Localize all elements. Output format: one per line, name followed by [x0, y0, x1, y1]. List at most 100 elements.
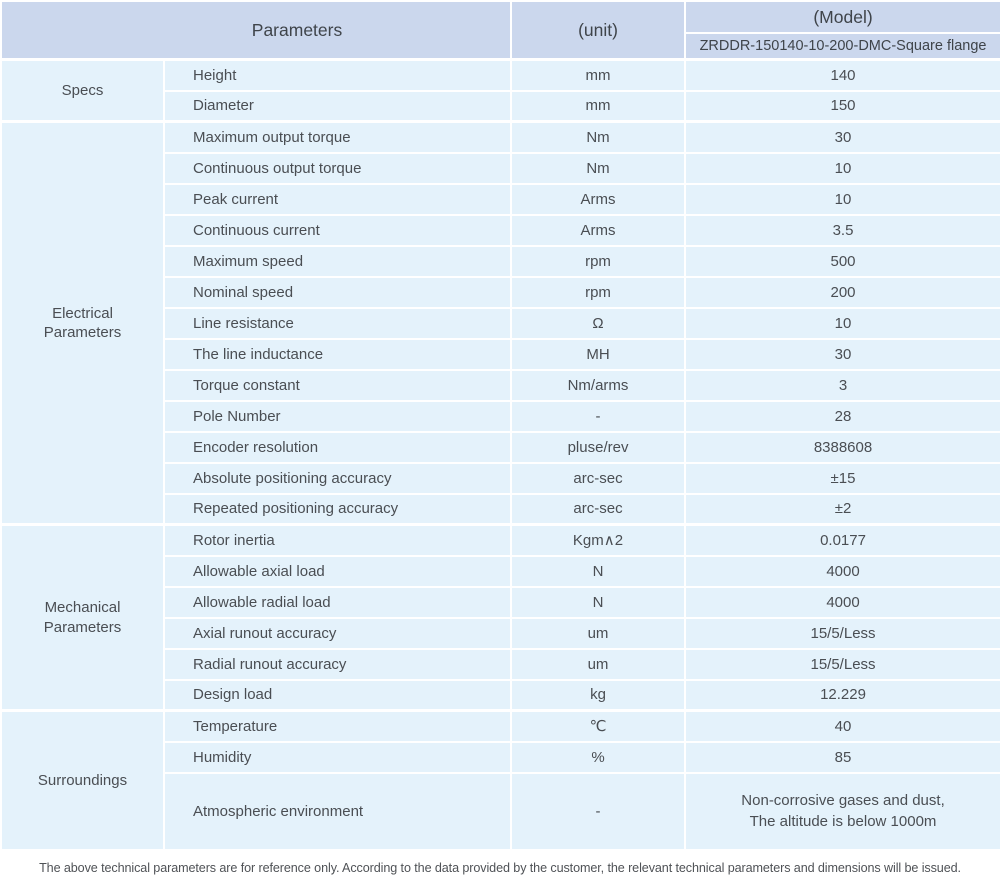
param-cell: Axial runout accuracy: [162, 616, 513, 650]
group-specs: Specs Height mm 140 Diameter mm 150: [0, 58, 1000, 123]
param-cell: Rotor inertia: [162, 523, 513, 557]
table-row: Specs Height mm 140: [0, 58, 1000, 123]
group-label: Specs: [0, 58, 165, 123]
table-row: Nominal speed rpm 200: [1, 275, 1000, 309]
unit-cell: N: [510, 554, 687, 588]
param-cell: Encoder resolution: [162, 430, 513, 464]
value-cell: 4000: [684, 554, 1000, 588]
table-row: Maximum speed rpm 500: [1, 244, 1000, 278]
value-cell: Non-corrosive gases and dust, The altitu…: [684, 771, 1000, 851]
unit-cell: arc-sec: [510, 461, 687, 495]
group-surroundings: Surroundings Temperature ℃ 40 Humidity %…: [0, 709, 1000, 851]
unit-cell: Nm: [510, 120, 687, 154]
table-row: Continuous current Arms 3.5: [1, 213, 1000, 247]
value-cell: 15/5/Less: [684, 647, 1000, 681]
unit-cell: Nm: [510, 151, 687, 185]
param-cell: Nominal speed: [162, 275, 513, 309]
group-mechanical-parameters: Mechanical Parameters Rotor inertia Kgm∧…: [0, 523, 1000, 712]
table-row: Continuous output torque Nm 10: [1, 151, 1000, 185]
unit-cell: um: [510, 647, 687, 681]
table-row: Allowable axial load N 4000: [1, 554, 1000, 588]
value-cell: 40: [684, 709, 1000, 743]
param-cell: Allowable axial load: [162, 554, 513, 588]
table-row: Allowable radial load N 4000: [1, 585, 1000, 619]
value-cell: 10: [684, 182, 1000, 216]
param-cell: The line inductance: [162, 337, 513, 371]
table-header: Parameters (unit) (Model) ZRDDR-150140-1…: [0, 0, 1000, 61]
header-model: (Model): [684, 0, 1000, 34]
value-cell: 30: [684, 120, 1000, 154]
header-parameters: Parameters: [0, 0, 513, 61]
unit-cell: Kgm∧2: [510, 523, 687, 557]
unit-cell: Nm/arms: [510, 368, 687, 402]
param-cell: Pole Number: [162, 399, 513, 433]
param-cell: Continuous output torque: [162, 151, 513, 185]
table-row: Humidity % 85: [1, 740, 1000, 774]
table-row: Pole Number - 28: [1, 399, 1000, 433]
unit-cell: mm: [510, 89, 687, 123]
unit-cell: ℃: [510, 709, 687, 743]
param-cell: Continuous current: [162, 213, 513, 247]
table-row: Repeated positioning accuracy arc-sec ±2: [1, 492, 1000, 526]
value-cell: 3.5: [684, 213, 1000, 247]
value-cell: 8388608: [684, 430, 1000, 464]
param-cell: Allowable radial load: [162, 585, 513, 619]
value-cell: 150: [684, 89, 1000, 123]
table-row: Diameter mm 150: [1, 89, 1000, 123]
value-cell: 10: [684, 151, 1000, 185]
unit-cell: Arms: [510, 182, 687, 216]
param-cell: Peak current: [162, 182, 513, 216]
table-row: Absolute positioning accuracy arc-sec ±1…: [1, 461, 1000, 495]
value-cell: 85: [684, 740, 1000, 774]
unit-cell: MH: [510, 337, 687, 371]
unit-cell: -: [510, 399, 687, 433]
unit-cell: rpm: [510, 244, 687, 278]
table-row: Mechanical Parameters Rotor inertia Kgm∧…: [0, 523, 1000, 712]
param-cell: Repeated positioning accuracy: [162, 492, 513, 526]
param-cell: Humidity: [162, 740, 513, 774]
unit-cell: mm: [510, 58, 687, 92]
table-row: Encoder resolution pluse/rev 8388608: [1, 430, 1000, 464]
header-model-name: ZRDDR-150140-10-200-DMC-Square flange: [684, 32, 1000, 61]
group-label: Surroundings: [0, 709, 165, 851]
param-cell: Line resistance: [162, 306, 513, 340]
value-cell: 0.0177: [684, 523, 1000, 557]
table-row: Design load kg 12.229: [1, 678, 1000, 712]
value-cell: 3: [684, 368, 1000, 402]
group-label: Electrical Parameters: [0, 120, 165, 526]
table-row: Axial runout accuracy um 15/5/Less: [1, 616, 1000, 650]
value-cell: ±2: [684, 492, 1000, 526]
param-cell: Atmospheric environment: [162, 771, 513, 851]
unit-cell: Ω: [510, 306, 687, 340]
table-row: Line resistance Ω 10: [1, 306, 1000, 340]
value-cell: 500: [684, 244, 1000, 278]
value-cell: 15/5/Less: [684, 616, 1000, 650]
header-unit: (unit): [510, 0, 687, 61]
unit-cell: -: [510, 771, 687, 851]
table-row: Atmospheric environment - Non-corrosive …: [1, 771, 1000, 851]
value-cell: 4000: [684, 585, 1000, 619]
value-cell: 28: [684, 399, 1000, 433]
table-row: Peak current Arms 10: [1, 182, 1000, 216]
unit-cell: %: [510, 740, 687, 774]
param-cell: Diameter: [162, 89, 513, 123]
value-cell: 30: [684, 337, 1000, 371]
param-cell: Height: [162, 58, 513, 92]
footnote-text: The above technical parameters are for r…: [39, 860, 961, 875]
value-cell: 140: [684, 58, 1000, 92]
param-cell: Maximum output torque: [162, 120, 513, 154]
param-cell: Absolute positioning accuracy: [162, 461, 513, 495]
table-row: Electrical Parameters Maximum output tor…: [0, 120, 1000, 526]
param-cell: Design load: [162, 678, 513, 712]
table-row: The line inductance MH 30: [1, 337, 1000, 371]
unit-cell: kg: [510, 678, 687, 712]
value-cell: ±15: [684, 461, 1000, 495]
spec-table: Parameters (unit) (Model) ZRDDR-150140-1…: [0, 0, 1000, 851]
unit-cell: pluse/rev: [510, 430, 687, 464]
value-cell: 200: [684, 275, 1000, 309]
unit-cell: Arms: [510, 213, 687, 247]
unit-cell: arc-sec: [510, 492, 687, 526]
param-cell: Radial runout accuracy: [162, 647, 513, 681]
param-cell: Torque constant: [162, 368, 513, 402]
